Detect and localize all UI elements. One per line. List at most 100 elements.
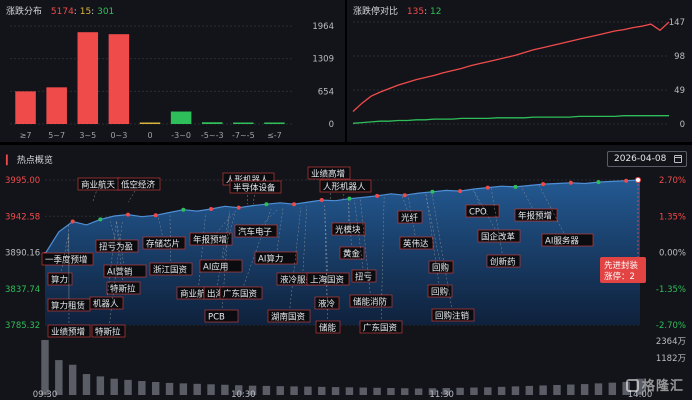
annotation-label: 广东国资 — [363, 323, 398, 334]
distribution-panel: 涨跌分布 5174: 15: 301 1964 1309 654 0 ≥7 5~7 3~5 0… — [0, 0, 345, 142]
series-line-0 — [352, 21, 670, 112]
annotation-box — [254, 251, 298, 265]
annotation-label: AI服务器 — [545, 236, 579, 247]
event-dot — [347, 196, 352, 201]
annotation-box — [397, 210, 423, 224]
volume-bar — [345, 387, 354, 395]
volume-bar — [124, 379, 132, 395]
annotation-label: 光模块 — [335, 225, 361, 236]
annotation-label: CPO — [469, 208, 487, 218]
y-right-tick: 0.00% — [659, 249, 686, 259]
sep: : — [91, 7, 95, 17]
annotation-leader — [324, 205, 329, 328]
annotation-label: 人形机器人 — [226, 175, 269, 186]
x-tick-label: -5~-3 — [201, 131, 224, 140]
date-picker[interactable]: 2026-04-08 — [607, 151, 687, 167]
annotation-box — [486, 254, 521, 268]
annotation-box — [514, 208, 558, 222]
event-dot — [485, 185, 490, 190]
annotation-box — [307, 166, 351, 180]
annotation-box — [47, 324, 91, 338]
annotation-box — [477, 229, 521, 243]
volume-bar — [248, 385, 257, 395]
volume-tick: 1182万 — [656, 354, 686, 364]
volume-bar — [276, 386, 284, 395]
limit-title-row: 涨跌停对比 135: 12 — [353, 4, 441, 17]
x-tick-label: 09:30 — [33, 390, 58, 400]
annotation-leader — [220, 211, 236, 267]
annotation-box — [219, 286, 263, 300]
limit-down-count: 12 — [430, 7, 442, 17]
annotation-label: 光纤 — [401, 213, 419, 224]
annotation-label: 业绩预增 — [51, 327, 85, 338]
hot-marker: ▎ — [6, 156, 13, 166]
limit-title: 涨跌停对比 — [353, 7, 399, 17]
volume-bar — [96, 376, 105, 395]
annotation-box — [315, 320, 341, 334]
sep: : — [73, 7, 77, 17]
annotation-box — [106, 281, 141, 295]
bar — [46, 87, 67, 124]
annotation-box — [306, 272, 350, 286]
volume-bar — [428, 388, 437, 395]
x-tick-label: ≤-7 — [267, 131, 282, 140]
volume-bar — [165, 382, 174, 395]
x-tick-label: -7~-5 — [232, 131, 255, 140]
bar — [108, 34, 130, 124]
volume-bar — [55, 360, 63, 395]
annotation-label: 低空经济 — [121, 180, 156, 191]
annotation-label: 特斯拉 — [95, 327, 121, 338]
flat-count: 15 — [79, 7, 92, 17]
annotation-label: 液冷服务器 — [280, 275, 323, 286]
annotation-box — [431, 308, 475, 322]
annotation-box — [189, 232, 233, 246]
annotation-leader — [473, 189, 500, 237]
limit-up-count: 135 — [406, 7, 425, 17]
annotation-leader — [240, 208, 272, 294]
event-dot — [375, 193, 380, 198]
volume-bar — [470, 387, 478, 395]
volume-tick: 2364万 — [656, 337, 686, 347]
annotation-leader — [302, 206, 308, 280]
y-tick-label: 147 — [669, 18, 685, 28]
annotation-box — [229, 180, 282, 194]
annotation-box — [149, 262, 193, 276]
annotation-label: 年报预增 — [518, 211, 552, 222]
annotation-leader — [106, 221, 117, 304]
annotation-leader — [360, 199, 372, 302]
annotation-label: 出海 — [207, 289, 225, 300]
annotation-leader — [425, 193, 441, 292]
volume-bar — [580, 384, 589, 395]
annotation-box — [199, 259, 243, 273]
annotation-leader — [425, 193, 442, 268]
y-left-tick: 3890.16 — [5, 249, 40, 259]
volume-bar — [414, 388, 423, 395]
annotation-label: 储能消防 — [353, 297, 388, 308]
event-dot — [209, 207, 214, 212]
bar — [77, 32, 99, 124]
x-tick-label: 14:00 — [628, 390, 653, 400]
annotation-leader — [116, 220, 126, 272]
annotation-box — [204, 309, 239, 323]
date-value: 2026-04-08 — [614, 154, 667, 164]
calendar-icon[interactable] — [674, 155, 682, 163]
volume-bar — [68, 364, 77, 395]
x-tick-label: 0~3 — [110, 131, 127, 140]
x-tick-label: 5~7 — [48, 131, 65, 140]
y-tick-label: 0 — [329, 120, 334, 130]
annotation-label: 液冷 — [318, 299, 336, 310]
hot-title-row: ▎ 热点概览 — [6, 153, 53, 166]
annotation-leader — [197, 213, 206, 294]
volume-bar — [525, 385, 534, 395]
volume-bar — [138, 381, 146, 395]
annotation-label: AI应用 — [203, 262, 228, 273]
annotation-label: 储能 — [319, 323, 337, 334]
annotation-label: 上海国资 — [310, 275, 345, 286]
annotation-label: 扭亏 — [355, 272, 372, 283]
x-tick-label: -3~0 — [171, 131, 191, 140]
callout-box — [600, 257, 646, 283]
annotation-box — [314, 296, 340, 310]
annotation-box — [91, 324, 126, 338]
y-right-tick: -1.35% — [656, 285, 686, 295]
y-tick-label: 654 — [318, 87, 334, 97]
